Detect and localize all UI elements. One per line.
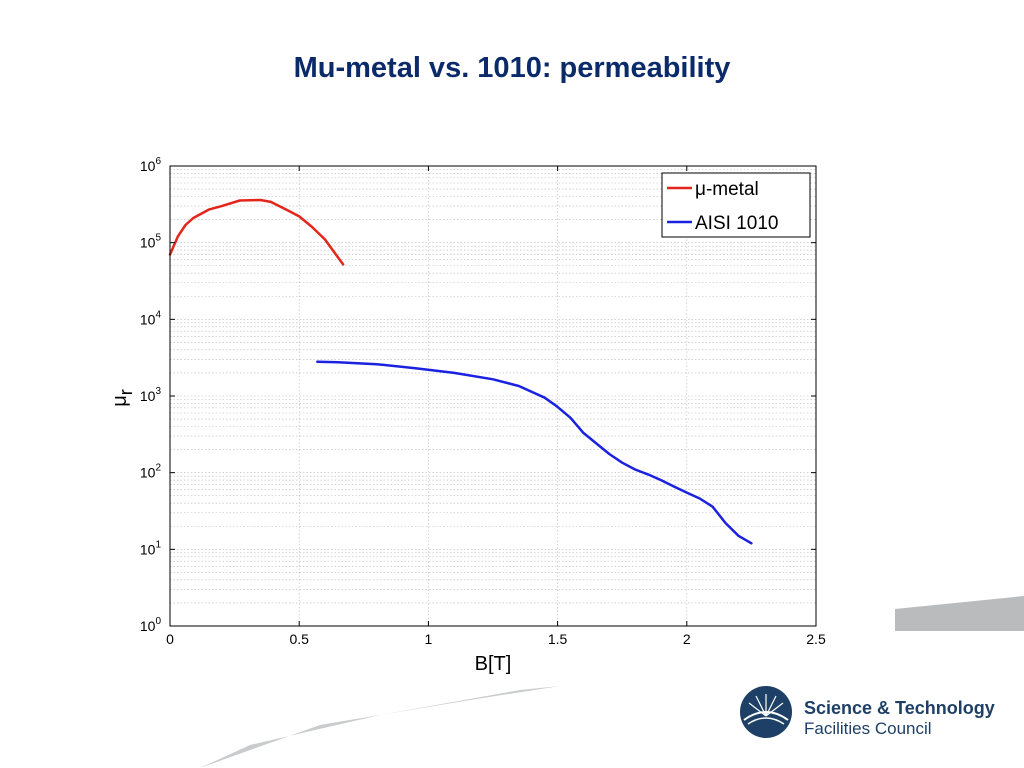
slide-title: Mu-metal vs. 1010: permeability [293, 52, 731, 84]
y-axis-label-text: μr [109, 389, 136, 407]
legend-label-aisi-1010: AISI 1010 [695, 213, 778, 234]
y-tick-label: 104 [140, 309, 162, 327]
y-tick-label: 106 [140, 156, 162, 174]
x-tick-label: 2.5 [806, 631, 826, 647]
decorative-swoosh-bottom [200, 686, 560, 768]
x-tick-label: 2 [683, 631, 691, 647]
y-tick-label: 103 [140, 386, 162, 404]
x-tick-label: 1.5 [548, 631, 568, 647]
y-tick-label: 100 [140, 616, 162, 634]
series-line-aisi-1010 [316, 360, 753, 545]
stfc-emblem-icon [740, 686, 792, 738]
decorative-swoosh-right [895, 596, 1024, 631]
axis-ticks: 0 0.5 1 1.5 2 2.5 100 101 102 103 104 105 106 [140, 156, 826, 647]
y-axis-label: μr [109, 389, 136, 407]
logo-text-line1: Science & Technology [804, 698, 995, 718]
x-axis-label: B[T] [475, 653, 512, 675]
x-tick-label: 1 [425, 631, 433, 647]
stfc-logo: Science & Technology Facilities Council [738, 684, 998, 740]
x-tick-label: 0.5 [289, 631, 309, 647]
series-line-mu-metal [168, 198, 345, 266]
y-tick-label: 102 [140, 463, 162, 481]
logo-text-line2: Facilities Council [804, 719, 932, 738]
y-tick-label: 105 [140, 233, 162, 251]
legend-box [661, 172, 811, 238]
x-tick-label: 0 [166, 631, 174, 647]
legend-label-mu-metal: μ-metal [695, 179, 759, 200]
y-tick-label: 101 [140, 539, 162, 557]
grid [169, 166, 817, 627]
series-lines [168, 198, 753, 545]
legend: μ-metal AISI 1010 [661, 172, 811, 238]
